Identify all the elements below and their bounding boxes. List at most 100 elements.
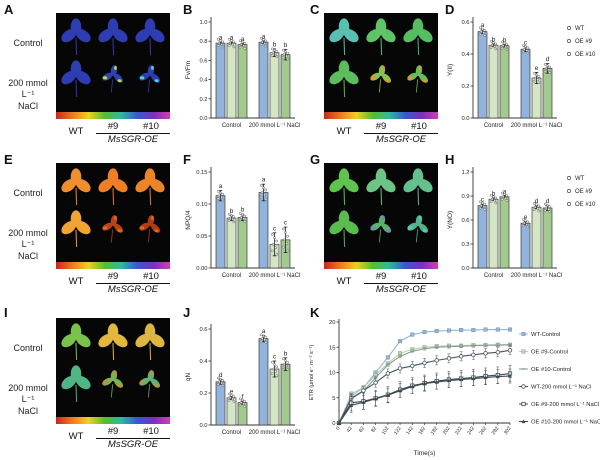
- svg-text:b: b: [503, 37, 507, 44]
- svg-text:Time(s): Time(s): [414, 450, 436, 457]
- svg-text:282: 282: [491, 426, 501, 436]
- svg-text:a: a: [219, 183, 223, 190]
- svg-text:0.4: 0.4: [199, 359, 208, 365]
- panel-d: D 0.0 0.2 0.4 0.6 Y(II) a c b e b d Control 200 mmol…: [443, 2, 600, 152]
- panel-g-letter: G: [310, 152, 321, 167]
- svg-text:0.2: 0.2: [461, 84, 469, 90]
- svg-text:42: 42: [346, 426, 354, 434]
- svg-text:OE #9-200 mmol L⁻¹ NaCl: OE #9-200 mmol L⁻¹ NaCl: [531, 402, 599, 408]
- line10-label: #10: [411, 271, 427, 282]
- svg-text:Control: Control: [484, 123, 503, 129]
- panel-g: G WT #9 #10 MsSGR-OE: [303, 152, 448, 302]
- svg-text:WT-Control: WT-Control: [531, 332, 560, 338]
- svg-text:OE #10: OE #10: [575, 52, 596, 58]
- svg-text:1.0: 1.0: [199, 20, 207, 26]
- svg-text:a: a: [481, 22, 485, 29]
- svg-text:0.2: 0.2: [199, 391, 207, 397]
- line10-label: #10: [411, 121, 427, 132]
- svg-text:Control: Control: [222, 430, 241, 436]
- svg-text:62: 62: [358, 426, 366, 434]
- svg-text:d: d: [546, 56, 550, 63]
- panel-a-letter: A: [4, 2, 14, 17]
- nacl-row-label-line1: 200 mmol L⁻¹: [8, 228, 48, 250]
- msgr-oe-label: MsSGR-OE: [107, 439, 159, 450]
- svg-text:OE #10-200 mmol L⁻¹ NaCl: OE #10-200 mmol L⁻¹ NaCl: [531, 420, 600, 426]
- svg-text:1.2: 1.2: [461, 170, 469, 176]
- wt-label: WT: [68, 431, 84, 442]
- wt-label: WT: [68, 126, 84, 137]
- svg-text:Control: Control: [222, 273, 241, 279]
- wt-label: WT: [336, 276, 352, 287]
- panel-f: F 0.00 0.05 0.10 0.15 NPQ/4 a a b c b c Control 200 …: [181, 152, 306, 302]
- svg-text:200 mmol L⁻¹ NaCl: 200 mmol L⁻¹ NaCl: [511, 123, 563, 129]
- svg-text:b: b: [273, 41, 277, 48]
- svg-text:200 mmol L⁻¹ NaCl: 200 mmol L⁻¹ NaCl: [249, 273, 301, 279]
- svg-text:5: 5: [332, 396, 335, 402]
- svg-text:0.4: 0.4: [461, 52, 470, 58]
- fluorescence-image-g: [324, 163, 438, 269]
- panel-j: J 0.0 0.2 0.4 0.6 qN d a e c f b Control 200 mmol L⁻…: [181, 305, 311, 460]
- svg-text:c: c: [273, 354, 277, 361]
- panel-a: A Control 200 mmol L⁻¹ NaCl WT #9 #10 Ms…: [2, 2, 180, 152]
- svg-text:202: 202: [442, 426, 452, 436]
- svg-text:b: b: [284, 350, 288, 357]
- svg-text:0.0: 0.0: [199, 423, 207, 429]
- svg-text:0.6: 0.6: [461, 20, 469, 26]
- svg-text:f: f: [242, 394, 244, 401]
- svg-text:b: b: [492, 36, 496, 43]
- svg-text:0: 0: [332, 421, 335, 427]
- wt-label: WT: [336, 126, 352, 137]
- svg-text:0.10: 0.10: [196, 202, 207, 208]
- nacl-row-label: 200 mmol L⁻¹ NaCl: [2, 228, 54, 262]
- line9-label: #9: [375, 271, 387, 282]
- svg-text:0.0: 0.0: [199, 116, 207, 122]
- panel-h: H 0.0 0.3 0.6 0.9 1.2 Y(NO) c e b d a d Control 200 m…: [443, 152, 600, 302]
- fluorescence-image-c: [324, 13, 438, 119]
- control-row-label: Control: [13, 188, 43, 198]
- fluorescence-image-e: [56, 163, 170, 269]
- chart-yii: 0.0 0.2 0.4 0.6 Y(II) a c b e b d Control 200 mmol L…: [447, 17, 596, 129]
- chart-npq4: 0.00 0.05 0.10 0.15 NPQ/4 a a b c b c Control 200 mm…: [185, 167, 301, 279]
- svg-text:Control: Control: [484, 273, 503, 279]
- svg-text:a: a: [241, 36, 245, 43]
- nacl-row-label: 200 mmol L⁻¹ NaCl: [2, 78, 54, 112]
- svg-text:ETR (μmol e⁻ m⁻² s⁻¹): ETR (μmol e⁻ m⁻² s⁻¹): [309, 345, 315, 401]
- svg-text:200 mmol L⁻¹ NaCl: 200 mmol L⁻¹ NaCl: [249, 123, 301, 129]
- svg-text:10: 10: [329, 371, 335, 377]
- svg-text:262: 262: [479, 426, 489, 436]
- svg-text:122: 122: [393, 426, 403, 436]
- wt-label: WT: [68, 276, 84, 287]
- panel-c-letter: C: [310, 2, 320, 17]
- svg-text:0.8: 0.8: [199, 39, 207, 45]
- svg-text:d: d: [546, 198, 550, 205]
- panel-i-letter: I: [4, 305, 8, 320]
- line10-label: #10: [143, 426, 159, 437]
- svg-text:0.3: 0.3: [461, 242, 469, 248]
- svg-text:0: 0: [335, 426, 342, 432]
- svg-text:e: e: [535, 65, 539, 72]
- panel-k: K 0 5 10 15 20 ETR (μmol e⁻ m⁻² s⁻¹) 0 42 62 82 10…: [305, 305, 600, 460]
- control-row-label: Control: [13, 38, 43, 48]
- chart-qn: 0.0 0.2 0.4 0.6 qN d a e c f b Control 200 mmol L⁻¹ …: [185, 324, 300, 436]
- oe-underline: [96, 283, 170, 284]
- panel-b: B 0.0 0.2 0.4 0.6 0.8 1.0 Fv/Fm a a a b a b Control 20…: [181, 2, 306, 152]
- svg-text:qN: qN: [185, 373, 192, 382]
- msgr-oe-label: MsSGR-OE: [107, 134, 159, 145]
- msgr-oe-label: MsSGR-OE: [375, 134, 427, 145]
- panel-e: E Control 200 mmol L⁻¹ NaCl WT #9 #10 Ms…: [2, 152, 180, 302]
- chart-yno: 0.0 0.3 0.6 0.9 1.2 Y(NO) c e b d a d Control 200 mmo…: [447, 167, 596, 279]
- svg-text:162: 162: [417, 426, 427, 436]
- fluorescence-image-a: [56, 13, 170, 119]
- svg-text:0.4: 0.4: [199, 78, 208, 84]
- svg-text:102: 102: [381, 426, 391, 436]
- fluorescence-image-i: [56, 318, 170, 424]
- oe-underline: [364, 283, 438, 284]
- panel-b-letter: B: [183, 2, 193, 17]
- svg-text:15: 15: [329, 345, 335, 351]
- svg-text:0.6: 0.6: [199, 58, 207, 64]
- control-row-label: Control: [13, 343, 43, 353]
- nacl-row-label: 200 mmol L⁻¹ NaCl: [2, 383, 54, 417]
